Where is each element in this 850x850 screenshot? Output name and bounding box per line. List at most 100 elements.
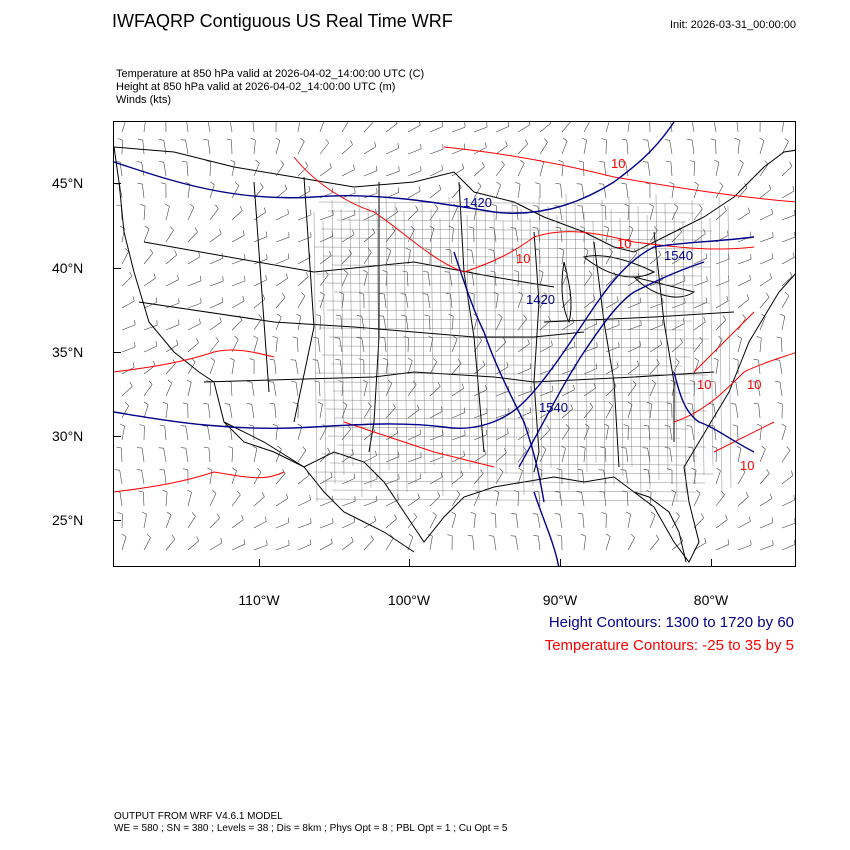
wind-barb <box>341 273 349 287</box>
wind-barb-flag <box>335 314 341 317</box>
wind-barb <box>297 499 311 507</box>
wind-barb-flag <box>396 122 398 124</box>
wind-barb <box>385 170 400 177</box>
wind-barb-flag <box>269 358 275 361</box>
wind-barb <box>141 448 145 463</box>
wind-barb-flag <box>266 231 268 237</box>
county-line <box>325 408 708 412</box>
wind-barb <box>407 536 414 551</box>
wind-barb <box>649 514 656 529</box>
wind-barb-flag <box>577 469 583 471</box>
wind-barb-flag <box>159 424 165 427</box>
wind-barb <box>693 280 708 287</box>
wind-barb <box>186 122 189 133</box>
height-label: 1420 <box>526 292 555 307</box>
wind-barb-flag <box>535 182 541 185</box>
wind-barb-flag <box>570 404 573 410</box>
wind-barb <box>407 229 415 243</box>
wind-barb <box>319 167 332 177</box>
wind-barb-flag <box>226 138 232 141</box>
wind-barb <box>561 408 573 419</box>
county-line <box>317 300 711 304</box>
wind-barb <box>429 208 439 221</box>
wind-barb-flag <box>114 469 120 471</box>
wind-barb-flag <box>367 402 372 407</box>
wind-barb <box>385 123 398 133</box>
wind-barb <box>737 212 750 221</box>
wind-barb-flag <box>577 512 583 515</box>
wind-barb-flag <box>313 337 319 339</box>
wind-barb <box>427 294 431 309</box>
wind-barb <box>451 514 457 529</box>
wind-barb-flag <box>505 140 508 146</box>
wind-barb <box>231 447 233 463</box>
wind-barb <box>231 470 237 485</box>
wind-barb-flag <box>554 491 560 493</box>
wind-barb <box>187 492 192 507</box>
wind-barb-flag <box>727 539 730 545</box>
wind-barb-flag <box>704 537 707 543</box>
wind-barb-flag <box>358 292 364 295</box>
wind-barb-flag <box>200 275 202 281</box>
wind-barb <box>363 539 374 551</box>
wind-barb-flag <box>621 138 627 141</box>
wind-barb-flag <box>362 379 368 383</box>
wind-barb-flag <box>418 186 421 192</box>
wind-barb-flag <box>691 467 697 471</box>
wind-barb <box>406 271 409 287</box>
wind-barb <box>537 514 541 529</box>
wind-barb-flag <box>618 319 620 326</box>
wind-barb-flag <box>565 424 570 429</box>
wind-barb-flag <box>288 253 290 259</box>
wind-barb <box>561 162 564 177</box>
wind-barb-flag <box>422 293 428 295</box>
wind-barb-flag <box>232 467 237 471</box>
wind-barb <box>582 514 585 529</box>
wind-barb-flag <box>557 468 562 471</box>
wind-barb <box>363 455 377 463</box>
wind-barb <box>363 500 378 507</box>
wind-barb <box>605 426 609 441</box>
wind-barb-flag <box>391 226 396 232</box>
wind-barb-flag <box>714 159 720 163</box>
wind-barb-flag <box>244 275 246 281</box>
wind-barb <box>407 456 422 463</box>
wind-barb <box>473 434 488 441</box>
wind-barb-flag <box>182 402 188 405</box>
wind-barb <box>187 280 202 287</box>
wind-barb-flag <box>461 383 464 389</box>
wind-barb <box>495 492 500 507</box>
wind-barb <box>737 279 751 287</box>
wind-barb <box>141 162 145 177</box>
wind-barb <box>627 365 640 375</box>
wind-barb-flag <box>327 447 331 453</box>
wind-barb <box>252 122 255 133</box>
wind-barb-flag <box>305 161 309 167</box>
wind-barb <box>736 122 739 133</box>
wind-barb-flag <box>203 403 209 405</box>
wind-barb-flag <box>507 428 509 434</box>
wind-barb-flag <box>527 426 530 432</box>
wind-barb <box>605 405 613 419</box>
wind-barb-flag <box>680 536 684 542</box>
wind-barb <box>429 515 437 529</box>
wind-barb <box>165 344 179 353</box>
county-line <box>412 220 417 484</box>
wind-barb <box>297 337 299 353</box>
wind-barb-flag <box>705 253 707 259</box>
wind-barb <box>583 536 586 551</box>
wind-barb <box>275 316 282 331</box>
wind-barb-flag <box>234 335 239 340</box>
wind-barb <box>539 390 554 397</box>
wind-barb-flag <box>750 231 752 237</box>
lat-tick <box>113 520 121 521</box>
wind-barb-flag <box>417 404 420 410</box>
wind-barb-flag <box>781 423 787 427</box>
wind-barb-flag <box>342 401 348 406</box>
wind-barb <box>625 162 629 177</box>
wind-barb <box>275 236 290 243</box>
county-line <box>324 282 694 286</box>
wind-barb <box>517 163 525 177</box>
wind-barb-flag <box>520 159 525 164</box>
wind-barb <box>758 360 761 375</box>
